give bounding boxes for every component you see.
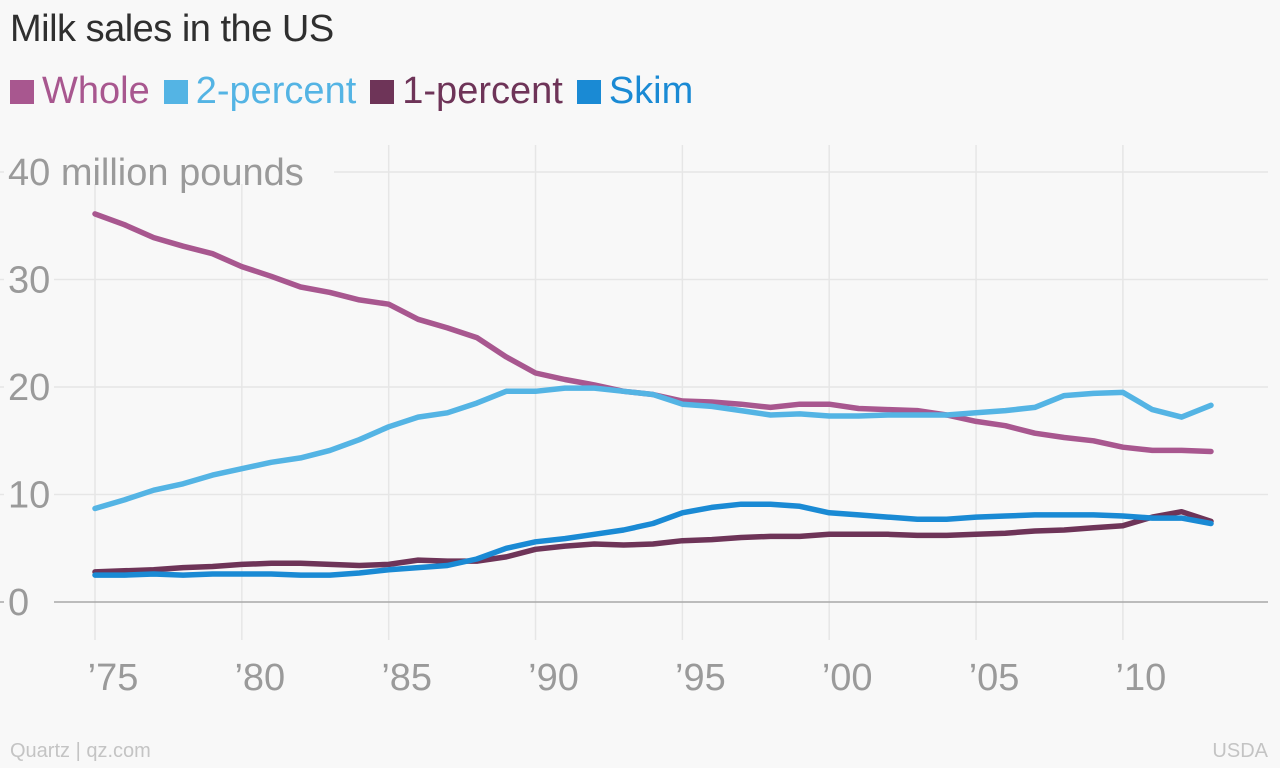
series-line-whole [92, 211, 1214, 455]
x-tick-label: ’85 [381, 657, 432, 699]
legend-item-whole: Whole [10, 70, 150, 113]
x-tick-label: ’00 [822, 657, 873, 699]
y-label-backdrop [4, 144, 334, 184]
y-tick-label: 0 [8, 582, 29, 624]
y-tick-label: 10 [8, 475, 50, 517]
chart-title: Milk sales in the US [10, 8, 334, 50]
legend-swatch-skim [576, 79, 601, 104]
legend-label-2-percent: 2-percent [195, 70, 357, 112]
legend-label-1-percent: 1-percent [402, 70, 563, 112]
x-tick-label: ’05 [969, 657, 1020, 699]
legend-label-skim: Skim [608, 70, 694, 112]
y-tick-label: 40 million pounds [8, 152, 304, 194]
legend: Whole 2-percent 1-percent Skim [10, 70, 693, 113]
y-label-backdrop [4, 251, 54, 292]
legend-swatch-whole [10, 79, 34, 104]
x-tick-label: ’75 [88, 657, 139, 699]
x-tick-label: ’95 [675, 657, 726, 699]
x-tick-label: ’90 [528, 657, 579, 699]
y-label-backdrop [4, 574, 54, 614]
series-line-skim [92, 501, 1214, 578]
axes: ’75 ’80 ’85 ’90 ’95 ’00 ’05 ’10 0 10 20 30 40 millio… [4, 144, 1166, 699]
legend-swatch-1-percent [370, 79, 395, 104]
x-tick-label: ’80 [234, 657, 285, 699]
y-label-backdrop [4, 359, 54, 399]
credit-label: Quartz | qz.com [10, 740, 151, 762]
series-line-1-percent [92, 508, 1214, 575]
legend-item-skim: Skim [576, 70, 694, 113]
legend-label-whole: Whole [42, 70, 150, 112]
y-label-backdrop [4, 466, 54, 507]
y-tick-label: 30 [8, 260, 50, 302]
legend-item-1-percent: 1-percent [370, 70, 563, 113]
x-tick-label: ’10 [1116, 657, 1167, 699]
legend-swatch-2-percent [163, 79, 188, 104]
legend-item-2-percent: 2-percent [163, 70, 357, 113]
y-tick-label: 20 [8, 367, 50, 409]
source-label: USDA [1212, 740, 1268, 762]
series-line-2-percent [92, 385, 1214, 512]
series-lines [92, 211, 1214, 578]
